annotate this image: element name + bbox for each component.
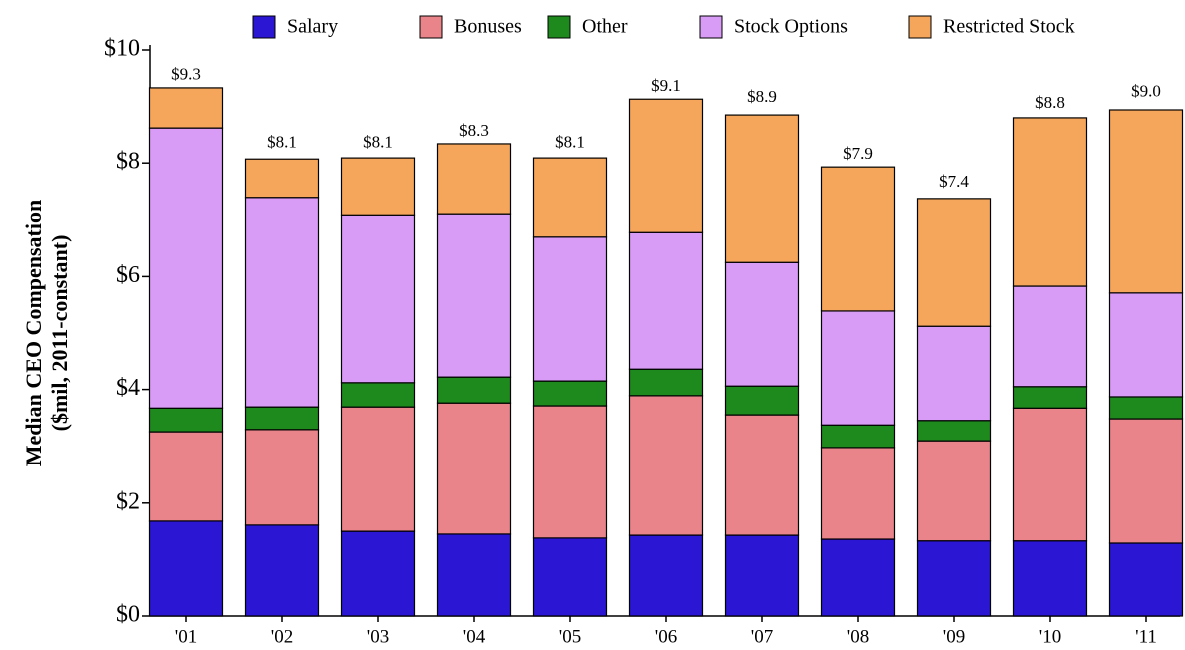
legend-label: Restricted Stock <box>943 16 1075 38</box>
legend-label: Salary <box>287 16 338 38</box>
y-tick-label: $8 <box>116 149 140 175</box>
total-label: $7.9 <box>843 144 873 163</box>
bar-segment <box>628 534 704 617</box>
bar-segment <box>820 166 896 312</box>
bar-segment <box>244 197 320 408</box>
x-tick-label: '05 <box>559 626 581 647</box>
bar-segment <box>916 198 992 327</box>
legend-swatch <box>699 15 723 39</box>
bar-segment <box>1108 396 1184 420</box>
y-axis-label: Median CEO Compensation <box>21 200 46 466</box>
legend-label: Bonuses <box>454 16 522 38</box>
bar-segment <box>340 530 416 617</box>
y-axis-label: ($mil, 2011-constant) <box>47 235 72 432</box>
total-label: $9.1 <box>651 76 681 95</box>
bar-segment <box>244 524 320 617</box>
total-label: $8.9 <box>747 87 777 106</box>
bar-segment <box>148 127 224 409</box>
bar-segment <box>340 382 416 408</box>
y-tick-label: $0 <box>116 602 140 628</box>
bar-segment <box>148 520 224 617</box>
bar-segment <box>916 440 992 542</box>
x-tick-label: '11 <box>1135 626 1157 647</box>
x-tick-label: '03 <box>367 626 389 647</box>
bar-segment <box>724 414 800 536</box>
total-label: $8.1 <box>363 132 393 151</box>
bar-segment <box>820 424 896 449</box>
bar-segment <box>436 213 512 378</box>
bar-segment <box>1108 542 1184 617</box>
total-label: $8.1 <box>555 132 585 151</box>
bar-segment <box>436 143 512 215</box>
legend-swatch <box>419 15 443 39</box>
legend-swatch <box>252 15 276 39</box>
bar-segment <box>1012 285 1088 388</box>
legend-swatch <box>908 15 932 39</box>
bar-segment <box>628 98 704 233</box>
bar-segment <box>916 540 992 617</box>
bar-segment <box>916 325 992 422</box>
bar-segment <box>1108 418 1184 544</box>
bar-segment <box>436 376 512 404</box>
bar-segment <box>436 533 512 617</box>
bar-segment <box>628 395 704 536</box>
bar-segment <box>244 429 320 526</box>
y-tick-label: $4 <box>116 375 140 401</box>
bar-segment <box>532 236 608 382</box>
bar-segment <box>532 380 608 407</box>
x-tick-label: '04 <box>463 626 486 647</box>
bar-segment <box>244 158 320 199</box>
bar-segment <box>820 538 896 617</box>
x-tick-label: '10 <box>1039 626 1061 647</box>
total-label: $9.3 <box>171 65 201 84</box>
bar-segment <box>724 385 800 416</box>
bar-segment <box>628 368 704 397</box>
x-tick-label: '06 <box>655 626 677 647</box>
y-tick-label: $2 <box>116 488 140 514</box>
bar-segment <box>724 534 800 617</box>
bar-segment <box>724 261 800 387</box>
bar-segment <box>436 402 512 535</box>
legend-label: Stock Options <box>734 16 848 38</box>
bar-segment <box>1012 407 1088 542</box>
y-tick-label: $6 <box>116 262 140 288</box>
bar-segment <box>1012 540 1088 617</box>
bar-segment <box>1108 109 1184 294</box>
bar-segment <box>1108 292 1184 398</box>
bar-segment <box>820 310 896 426</box>
bar-segment <box>244 406 320 431</box>
bar-segment <box>820 447 896 540</box>
bar-segment <box>148 87 224 129</box>
legend-label: Other <box>582 16 628 38</box>
bar-segment <box>340 214 416 384</box>
total-label: $9.0 <box>1131 82 1161 101</box>
total-label: $8.3 <box>459 121 489 140</box>
total-label: $8.1 <box>267 132 297 151</box>
bar-segment <box>1012 386 1088 409</box>
bar-segment <box>724 114 800 263</box>
bar-segment <box>148 431 224 522</box>
bar-segment <box>340 406 416 532</box>
bar-segment <box>1012 117 1088 287</box>
bar-segment <box>340 157 416 216</box>
legend-swatch <box>547 15 571 39</box>
total-label: $8.8 <box>1035 93 1065 112</box>
x-tick-label: '08 <box>847 626 869 647</box>
bar-segment <box>148 407 224 433</box>
bar-segment <box>532 157 608 238</box>
x-tick-label: '01 <box>175 626 197 647</box>
x-tick-label: '02 <box>271 626 293 647</box>
bar-segment <box>532 405 608 539</box>
bar-segment <box>532 537 608 617</box>
bar-segment <box>628 231 704 370</box>
x-tick-label: '09 <box>943 626 965 647</box>
y-tick-label: $10 <box>104 36 140 62</box>
bar-segment <box>916 420 992 442</box>
x-tick-label: '07 <box>751 626 773 647</box>
total-label: $7.4 <box>939 172 969 191</box>
